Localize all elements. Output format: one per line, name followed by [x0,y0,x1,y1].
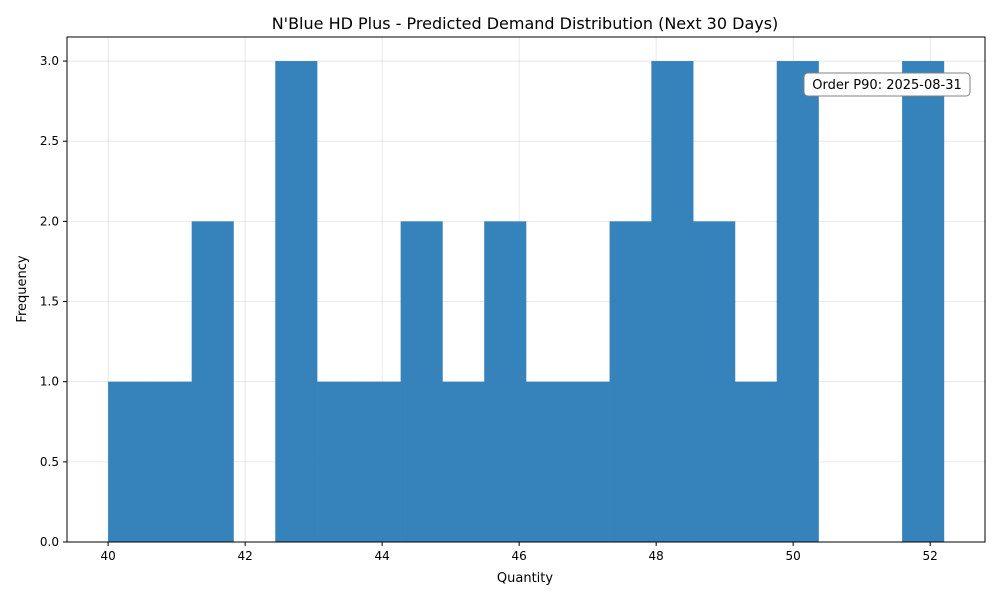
histogram-bar [442,381,485,542]
histogram-bar [275,61,318,543]
x-tick-label: 50 [786,549,801,563]
histogram-bar [108,381,151,542]
y-tick-label: 1.0 [40,375,59,389]
x-tick-label: 44 [374,549,389,563]
histogram-bar [400,221,443,542]
y-tick-label: 2.0 [40,214,59,228]
y-tick-label: 1.5 [40,295,59,309]
histogram-bar [149,381,192,542]
histogram-bar [484,221,527,542]
y-tick-label: 2.5 [40,134,59,148]
y-axis-ticks: 0.0 0.5 1.0 1.5 2.0 2.5 3.0 [40,54,67,549]
histogram-bar [526,381,569,542]
chart-title: N'Blue HD Plus - Predicted Demand Distri… [272,14,779,33]
histogram-bar [191,221,234,542]
x-axis-ticks: 40 42 44 46 48 50 52 [100,542,938,563]
plot-frame [66,36,986,543]
x-tick-label: 48 [649,549,664,563]
histogram-bar [693,221,736,542]
y-tick-label: 3.0 [40,54,59,68]
histogram-bar [317,381,360,542]
x-axis-label: Quantity [497,571,553,586]
y-tick-label: 0.5 [40,455,59,469]
x-tick-label: 46 [512,549,527,563]
x-tick-label: 42 [237,549,252,563]
histogram-bar [609,221,652,542]
annotation-text: Order P90: 2025-08-31 [812,78,962,93]
histogram-bar [358,381,401,542]
annotation-box [803,72,971,97]
x-tick-label: 52 [923,549,938,563]
histogram-bar [902,61,945,543]
histogram-bar [651,61,694,543]
y-tick-label: 0.0 [40,535,59,549]
histogram-bar [734,381,778,542]
x-tick-label: 40 [100,549,115,563]
p90-annotation: Order P90: 2025-08-31 [803,72,971,97]
histogram-bar [567,381,610,542]
y-axis-label: Frequency [15,255,30,322]
histogram-bars [108,61,945,543]
histogram-bar [776,61,819,543]
